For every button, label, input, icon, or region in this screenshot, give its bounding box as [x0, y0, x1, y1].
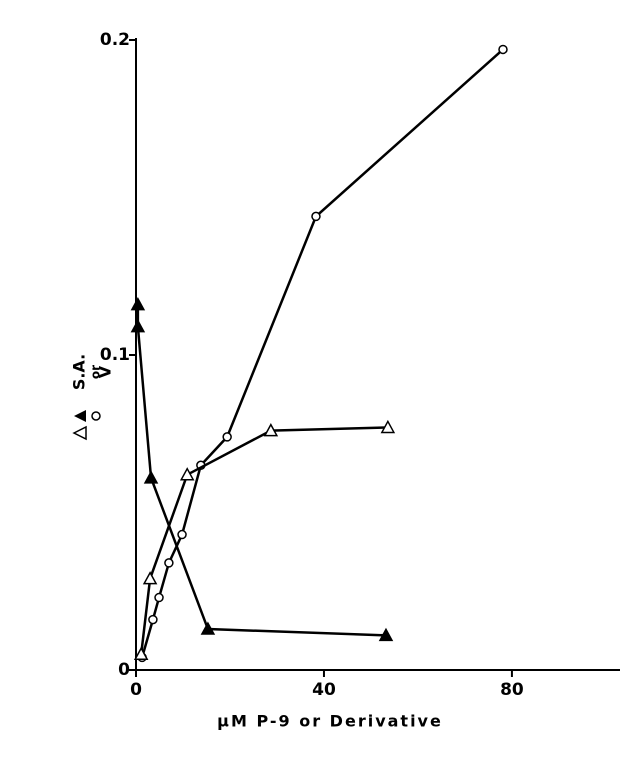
- point: [498, 44, 508, 55]
- point: [148, 614, 158, 625]
- legend-symbol: [74, 410, 86, 422]
- y-tick-label: 0.2: [100, 30, 130, 50]
- point: [143, 470, 159, 484]
- point: [164, 558, 174, 568]
- series-line: [140, 48, 504, 658]
- point: [263, 423, 279, 437]
- series-line: [136, 304, 387, 637]
- y-label-part: or: [89, 365, 103, 379]
- legend-symbol: [72, 425, 87, 441]
- point: [378, 627, 394, 642]
- point: [311, 211, 321, 222]
- point: [177, 529, 187, 540]
- point: [154, 592, 164, 603]
- point: [222, 432, 232, 442]
- y-axis-label: S.A. or V: [70, 354, 115, 441]
- y-tick-label: 0.1: [100, 345, 130, 365]
- point: [200, 621, 216, 635]
- point: [130, 319, 146, 333]
- point: [179, 467, 195, 481]
- x-tick-label: 80: [500, 680, 524, 700]
- y-label-part: S.A.: [70, 354, 89, 390]
- point: [380, 419, 396, 434]
- legend-symbol: [91, 411, 101, 421]
- y-tick-label: 0: [118, 660, 130, 680]
- point: [130, 297, 146, 311]
- x-tick-label: 0: [130, 680, 142, 700]
- x-tick-label: 40: [312, 680, 336, 700]
- x-axis-label: μM P-9 or Derivative: [217, 712, 443, 731]
- point: [133, 646, 149, 660]
- y-label-part: V: [96, 365, 115, 378]
- point: [142, 571, 158, 585]
